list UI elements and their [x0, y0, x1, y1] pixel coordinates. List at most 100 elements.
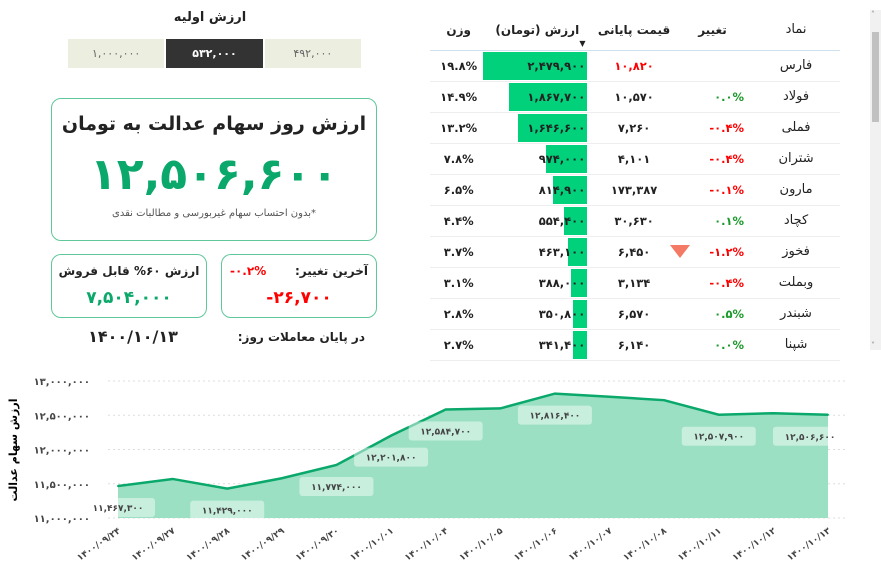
scroll-down-icon[interactable]: ˅ [871, 341, 875, 350]
data-point[interactable] [772, 412, 775, 415]
table-row[interactable]: فملی -۰.۴% ۷,۲۶۰ ۱,۶۴۶,۶۰۰ ۱۳.۲% [430, 112, 840, 144]
table-row[interactable]: وبملت -۰.۴% ۳,۱۳۴ ۳۸۸,۰۰۰ ۳.۱% [430, 267, 840, 299]
value-text: ۱,۶۴۶,۶۰۰ [527, 120, 586, 135]
value-cell: ۳۴۱,۴۰۰ [487, 329, 588, 361]
main-title: ارزش روز سهام عدالت به تومان [61, 113, 367, 135]
data-label: ۱۲,۲۰۱,۸۰۰ [366, 454, 417, 464]
symbol-cell[interactable]: شبندر [752, 298, 840, 330]
change-cell: ۰.۱% [680, 205, 753, 237]
x-tick-label: ۱۴۰۰/۰۹/۲۸ [185, 526, 233, 563]
value-bar [564, 206, 588, 235]
change-cell: -۰.۴% [680, 143, 753, 175]
change-value: -۰.۴% [709, 151, 745, 166]
data-label: ۱۱,۴۶۷,۳۰۰ [93, 504, 144, 514]
symbol-cell[interactable]: وبملت [752, 267, 840, 299]
data-point[interactable] [827, 413, 829, 416]
value-text: ۲,۴۷۹,۹۰۰ [527, 58, 586, 73]
change-cell: -۱.۲% [670, 236, 753, 268]
option-1000000[interactable]: ۱,۰۰۰,۰۰۰ [67, 38, 166, 69]
table-row[interactable]: فولاد ۰.۰% ۱۰,۵۷۰ ۱,۸۶۷,۷۰۰ ۱۴.۹% [430, 81, 840, 113]
main-value-card: ارزش روز سهام عدالت به تومان ۱۲,۵۰۶,۶۰۰ … [51, 98, 377, 241]
initial-value-selector[interactable]: ۱,۰۰۰,۰۰۰ ۵۳۲,۰۰۰ ۴۹۲,۰۰۰ [67, 38, 362, 69]
weight-cell: ۴.۴% [430, 205, 488, 237]
header-weight[interactable]: وزن [430, 10, 488, 51]
data-point[interactable] [117, 484, 119, 487]
data-label-bg [408, 421, 483, 441]
value-bar [572, 330, 588, 359]
header-value-label: ارزش (تومان) [495, 22, 580, 37]
data-point[interactable] [444, 408, 447, 411]
table-row[interactable]: کچاد ۰.۱% ۳۰,۶۳۰ ۵۵۴,۴۰۰ ۴.۴% [430, 205, 840, 237]
option-492000[interactable]: ۴۹۲,۰۰۰ [263, 38, 362, 69]
data-point[interactable] [717, 413, 720, 416]
price-cell: ۱۰,۵۷۰ [587, 81, 681, 113]
table-row[interactable]: فخوز -۱.۲% ۶,۴۵۰ ۴۶۳,۱۰۰ ۳.۷% [430, 236, 840, 268]
symbol-cell[interactable]: کچاد [752, 205, 840, 237]
y-tick-label: ۱۱,۵۰۰,۰۰۰ [34, 480, 90, 491]
y-axis-label: ارزش سهام عدالت [7, 399, 20, 502]
symbol-cell[interactable]: فارس [752, 50, 840, 82]
price-cell: ۴,۱۰۱ [587, 143, 681, 175]
main-note: *بدون احتساب سهام غیربورسی و مطالبات نقد… [112, 208, 316, 219]
data-point[interactable] [553, 392, 556, 395]
scrollbar-thumb[interactable] [872, 32, 879, 122]
data-point[interactable] [335, 463, 338, 466]
symbol-cell[interactable]: شپنا [752, 329, 840, 361]
data-label: ۱۲,۵۰۷,۹۰۰ [693, 433, 744, 443]
table-row[interactable]: شبندر ۰.۵% ۶,۵۷۰ ۳۵۰,۸۰۰ ۲.۸% [430, 298, 840, 330]
symbol-cell[interactable]: فملی [752, 112, 840, 144]
data-point[interactable] [390, 434, 393, 437]
change-cell: ۰.۰% [680, 81, 753, 113]
data-label: ۱۲,۵۸۴,۷۰۰ [420, 427, 471, 437]
data-point[interactable] [226, 487, 229, 490]
value-cell: ۸۱۴,۹۰۰ [487, 174, 588, 206]
symbol-cell[interactable]: فخوز [752, 236, 840, 268]
value-text: ۳۸۸,۰۰۰ [538, 275, 586, 290]
header-value[interactable]: ارزش (تومان) ▼ [487, 10, 588, 51]
x-tick-label: ۱۴۰۰/۰۹/۲۷ [130, 526, 178, 563]
value-text: ۵۵۴,۴۰۰ [538, 213, 586, 228]
price-cell: ۳,۱۳۴ [587, 267, 681, 299]
y-tick-label: ۱۲,۰۰۰,۰۰۰ [34, 446, 90, 457]
table-row[interactable]: شتران -۰.۴% ۴,۱۰۱ ۹۷۴,۰۰۰ ۷.۸% [430, 143, 840, 175]
change-cell: -۰.۱% [680, 174, 753, 206]
symbol-cell[interactable]: شتران [752, 143, 840, 175]
data-point[interactable] [663, 399, 666, 402]
symbol-cell[interactable]: مارون [752, 174, 840, 206]
value-cell: ۱,۸۶۷,۷۰۰ [487, 81, 588, 113]
x-tick-label: ۱۴۰۰/۱۰/۰۸ [622, 526, 670, 563]
table-row[interactable]: مارون -۰.۱% ۱۷۳,۳۸۷ ۸۱۴,۹۰۰ ۶.۵% [430, 174, 840, 206]
data-label-bg [299, 476, 374, 496]
weight-cell: ۲.۸% [430, 298, 488, 330]
change-value: -۱.۲% [709, 244, 745, 259]
value-bar [572, 299, 588, 328]
last-change-title: آخرین تغییر: [294, 264, 368, 278]
value-cell: ۳۸۸,۰۰۰ [487, 267, 588, 299]
data-label-bg [190, 500, 265, 520]
data-label-bg [773, 426, 847, 446]
header-change[interactable]: تغییر [680, 10, 753, 51]
x-tick-label: ۱۴۰۰/۱۰/۰۴ [403, 526, 451, 563]
data-point[interactable] [171, 477, 174, 480]
header-price[interactable]: قیمت پایانی [587, 10, 681, 51]
data-point[interactable] [608, 395, 611, 398]
data-point[interactable] [499, 407, 502, 410]
symbol-cell[interactable]: فولاد [752, 81, 840, 113]
change-cell [680, 50, 753, 82]
data-point[interactable] [280, 477, 283, 480]
end-of-day-date: ۱۴۰۰/۱۰/۱۳ [88, 327, 178, 346]
weight-cell: ۱۹.۸% [430, 50, 488, 82]
table-row[interactable]: شپنا ۰.۰% ۶,۱۴۰ ۳۴۱,۴۰۰ ۲.۷% [430, 329, 840, 361]
data-label: ۱۱,۷۷۴,۰۰۰ [311, 483, 362, 493]
value-cell: ۴۶۳,۱۰۰ [487, 236, 588, 268]
value-text: ۸۱۴,۹۰۰ [538, 182, 586, 197]
change-cell: -۰.۴% [680, 267, 753, 299]
header-symbol[interactable]: نماد [752, 10, 840, 51]
value-bar [508, 82, 588, 111]
change-cell: ۰.۵% [680, 298, 753, 330]
table-scrollbar[interactable]: ˄ ˅ [870, 10, 881, 350]
change-cell: ۰.۰% [680, 329, 753, 361]
table-row[interactable]: فارس ۱۰,۸۲۰ ۲,۴۷۹,۹۰۰ ۱۹.۸% [430, 50, 840, 82]
option-532000[interactable]: ۵۳۲,۰۰۰ [165, 38, 264, 69]
scroll-up-icon[interactable]: ˄ [871, 10, 875, 19]
